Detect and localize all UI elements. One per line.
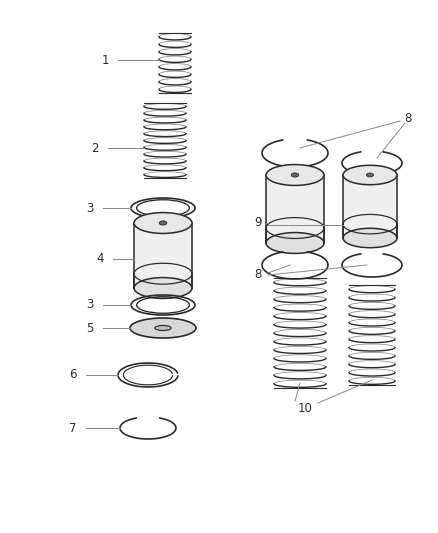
Text: 8: 8 bbox=[254, 269, 261, 281]
Ellipse shape bbox=[134, 213, 192, 233]
Polygon shape bbox=[266, 175, 324, 243]
Ellipse shape bbox=[155, 326, 171, 330]
Ellipse shape bbox=[159, 221, 167, 225]
Text: 2: 2 bbox=[91, 141, 99, 155]
Polygon shape bbox=[343, 175, 397, 238]
Ellipse shape bbox=[343, 165, 397, 185]
Text: 3: 3 bbox=[86, 201, 94, 214]
Ellipse shape bbox=[130, 318, 196, 338]
Text: 5: 5 bbox=[86, 321, 94, 335]
Text: 4: 4 bbox=[96, 252, 104, 265]
Polygon shape bbox=[134, 223, 192, 288]
Ellipse shape bbox=[134, 278, 192, 298]
Text: 6: 6 bbox=[69, 368, 77, 382]
Ellipse shape bbox=[266, 165, 324, 185]
Ellipse shape bbox=[291, 173, 299, 177]
Text: 1: 1 bbox=[101, 53, 109, 67]
Text: 8: 8 bbox=[404, 111, 412, 125]
Ellipse shape bbox=[266, 232, 324, 253]
Text: 10: 10 bbox=[297, 401, 312, 415]
Ellipse shape bbox=[367, 173, 374, 177]
Text: 3: 3 bbox=[86, 298, 94, 311]
Text: 7: 7 bbox=[69, 422, 77, 434]
Ellipse shape bbox=[343, 228, 397, 248]
Text: 9: 9 bbox=[254, 216, 262, 230]
